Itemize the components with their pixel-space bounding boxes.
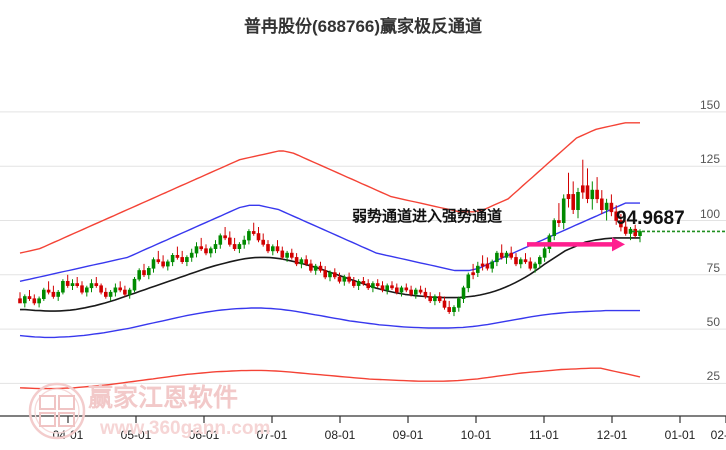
y-axis-tick-label: 50 (706, 315, 720, 330)
x-axis-tick-label: 01-01 (664, 428, 696, 442)
grid-lines (0, 111, 726, 384)
y-axis-tick-label: 25 (706, 369, 720, 384)
x-axis-tick-label: 06-01 (188, 428, 220, 442)
seal-logo-icon (28, 382, 86, 440)
page-title: 普冉股份(688766)赢家极反通道 (243, 17, 483, 36)
candlestick-series (18, 159, 642, 317)
last-price-label: 94.9687 (616, 208, 685, 229)
watermark-brand: 赢家江恩软件 (88, 384, 239, 412)
y-axis-tick-label: 150 (699, 97, 720, 112)
channel-bands (19, 122, 641, 390)
annotation-arrow (527, 237, 625, 252)
x-axis-tick-label: 05-01 (120, 428, 152, 442)
x-axis-tick-label: 11-01 (529, 428, 559, 442)
x-axis-tick-label: 09-01 (392, 428, 424, 442)
x-axis-tick-label: 10-01 (460, 428, 492, 442)
watermark-url: www.360gann.com (100, 418, 271, 439)
x-axis-tick-label: 08-01 (324, 428, 356, 442)
x-axis-tick-label: 02-01 (710, 428, 726, 442)
x-axis-tick-label: 07-01 (256, 428, 288, 442)
y-axis-tick-label: 100 (699, 206, 720, 221)
axis-lines (0, 415, 726, 423)
annotation-label: 弱势通道进入强势通道 (352, 208, 503, 225)
x-axis-tick-label: 12-01 (596, 428, 628, 442)
y-axis-tick-label: 75 (706, 260, 720, 275)
y-axis-tick-label: 125 (699, 152, 720, 167)
